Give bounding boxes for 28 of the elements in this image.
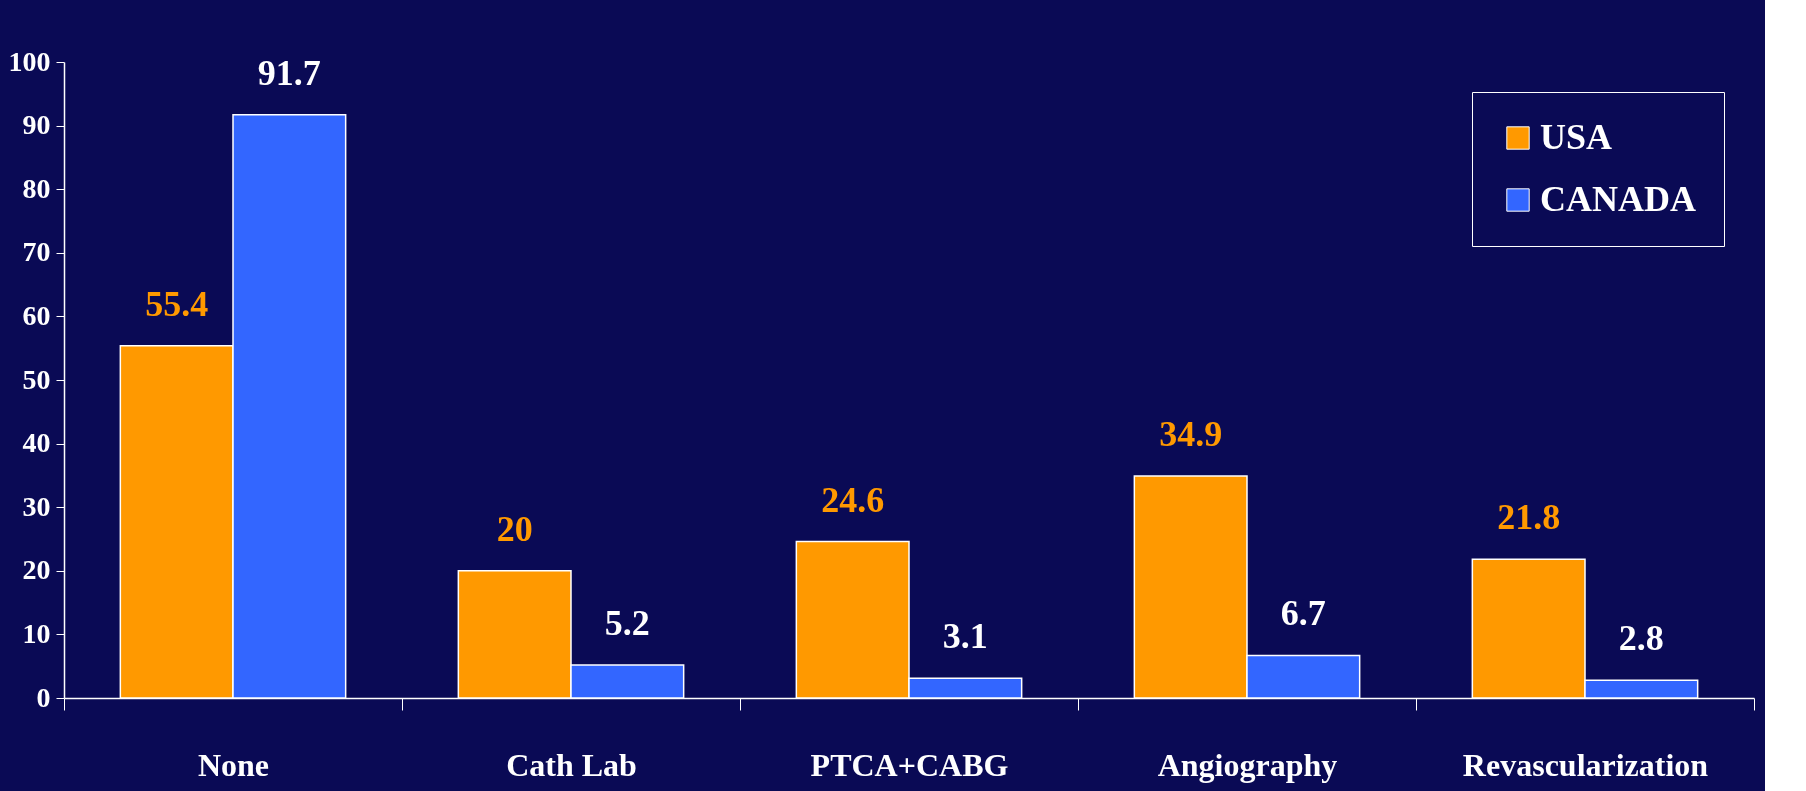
data-label: 55.4 <box>145 283 209 324</box>
data-label: 21.8 <box>1497 497 1561 538</box>
data-label: 3.1 <box>942 616 988 657</box>
data-label: 5.2 <box>604 602 650 643</box>
data-label: 20 <box>496 508 533 549</box>
y-tick-label: 90 <box>22 109 51 141</box>
y-tick-label: 40 <box>22 427 51 459</box>
y-tick-label: 10 <box>22 617 51 649</box>
y-tick-label: 50 <box>22 363 51 395</box>
data-label: 24.6 <box>821 479 885 520</box>
y-tick-label: 0 <box>36 681 51 713</box>
y-tick-label: 100 <box>8 45 51 77</box>
x-tick-label: PTCA+CABG <box>810 746 1009 783</box>
data-label: 6.7 <box>1280 593 1326 634</box>
x-tick-label: None <box>197 746 270 783</box>
legend-label: USA <box>1540 117 1613 157</box>
y-tick-label: 30 <box>22 490 51 522</box>
y-tick-label: 70 <box>22 236 51 268</box>
x-tick-label: Revascularization <box>1462 746 1709 783</box>
data-label: 34.9 <box>1159 414 1223 455</box>
y-tick-label: 20 <box>22 554 51 586</box>
data-label: 2.8 <box>1618 618 1664 659</box>
legend-label: CANADA <box>1540 179 1696 219</box>
data-label: 91.7 <box>257 52 321 93</box>
x-tick-label: Cath Lab <box>506 746 637 783</box>
y-tick-label: 80 <box>22 172 51 204</box>
y-tick-label: 60 <box>22 299 51 331</box>
x-tick-label: Angiography <box>1157 746 1338 783</box>
